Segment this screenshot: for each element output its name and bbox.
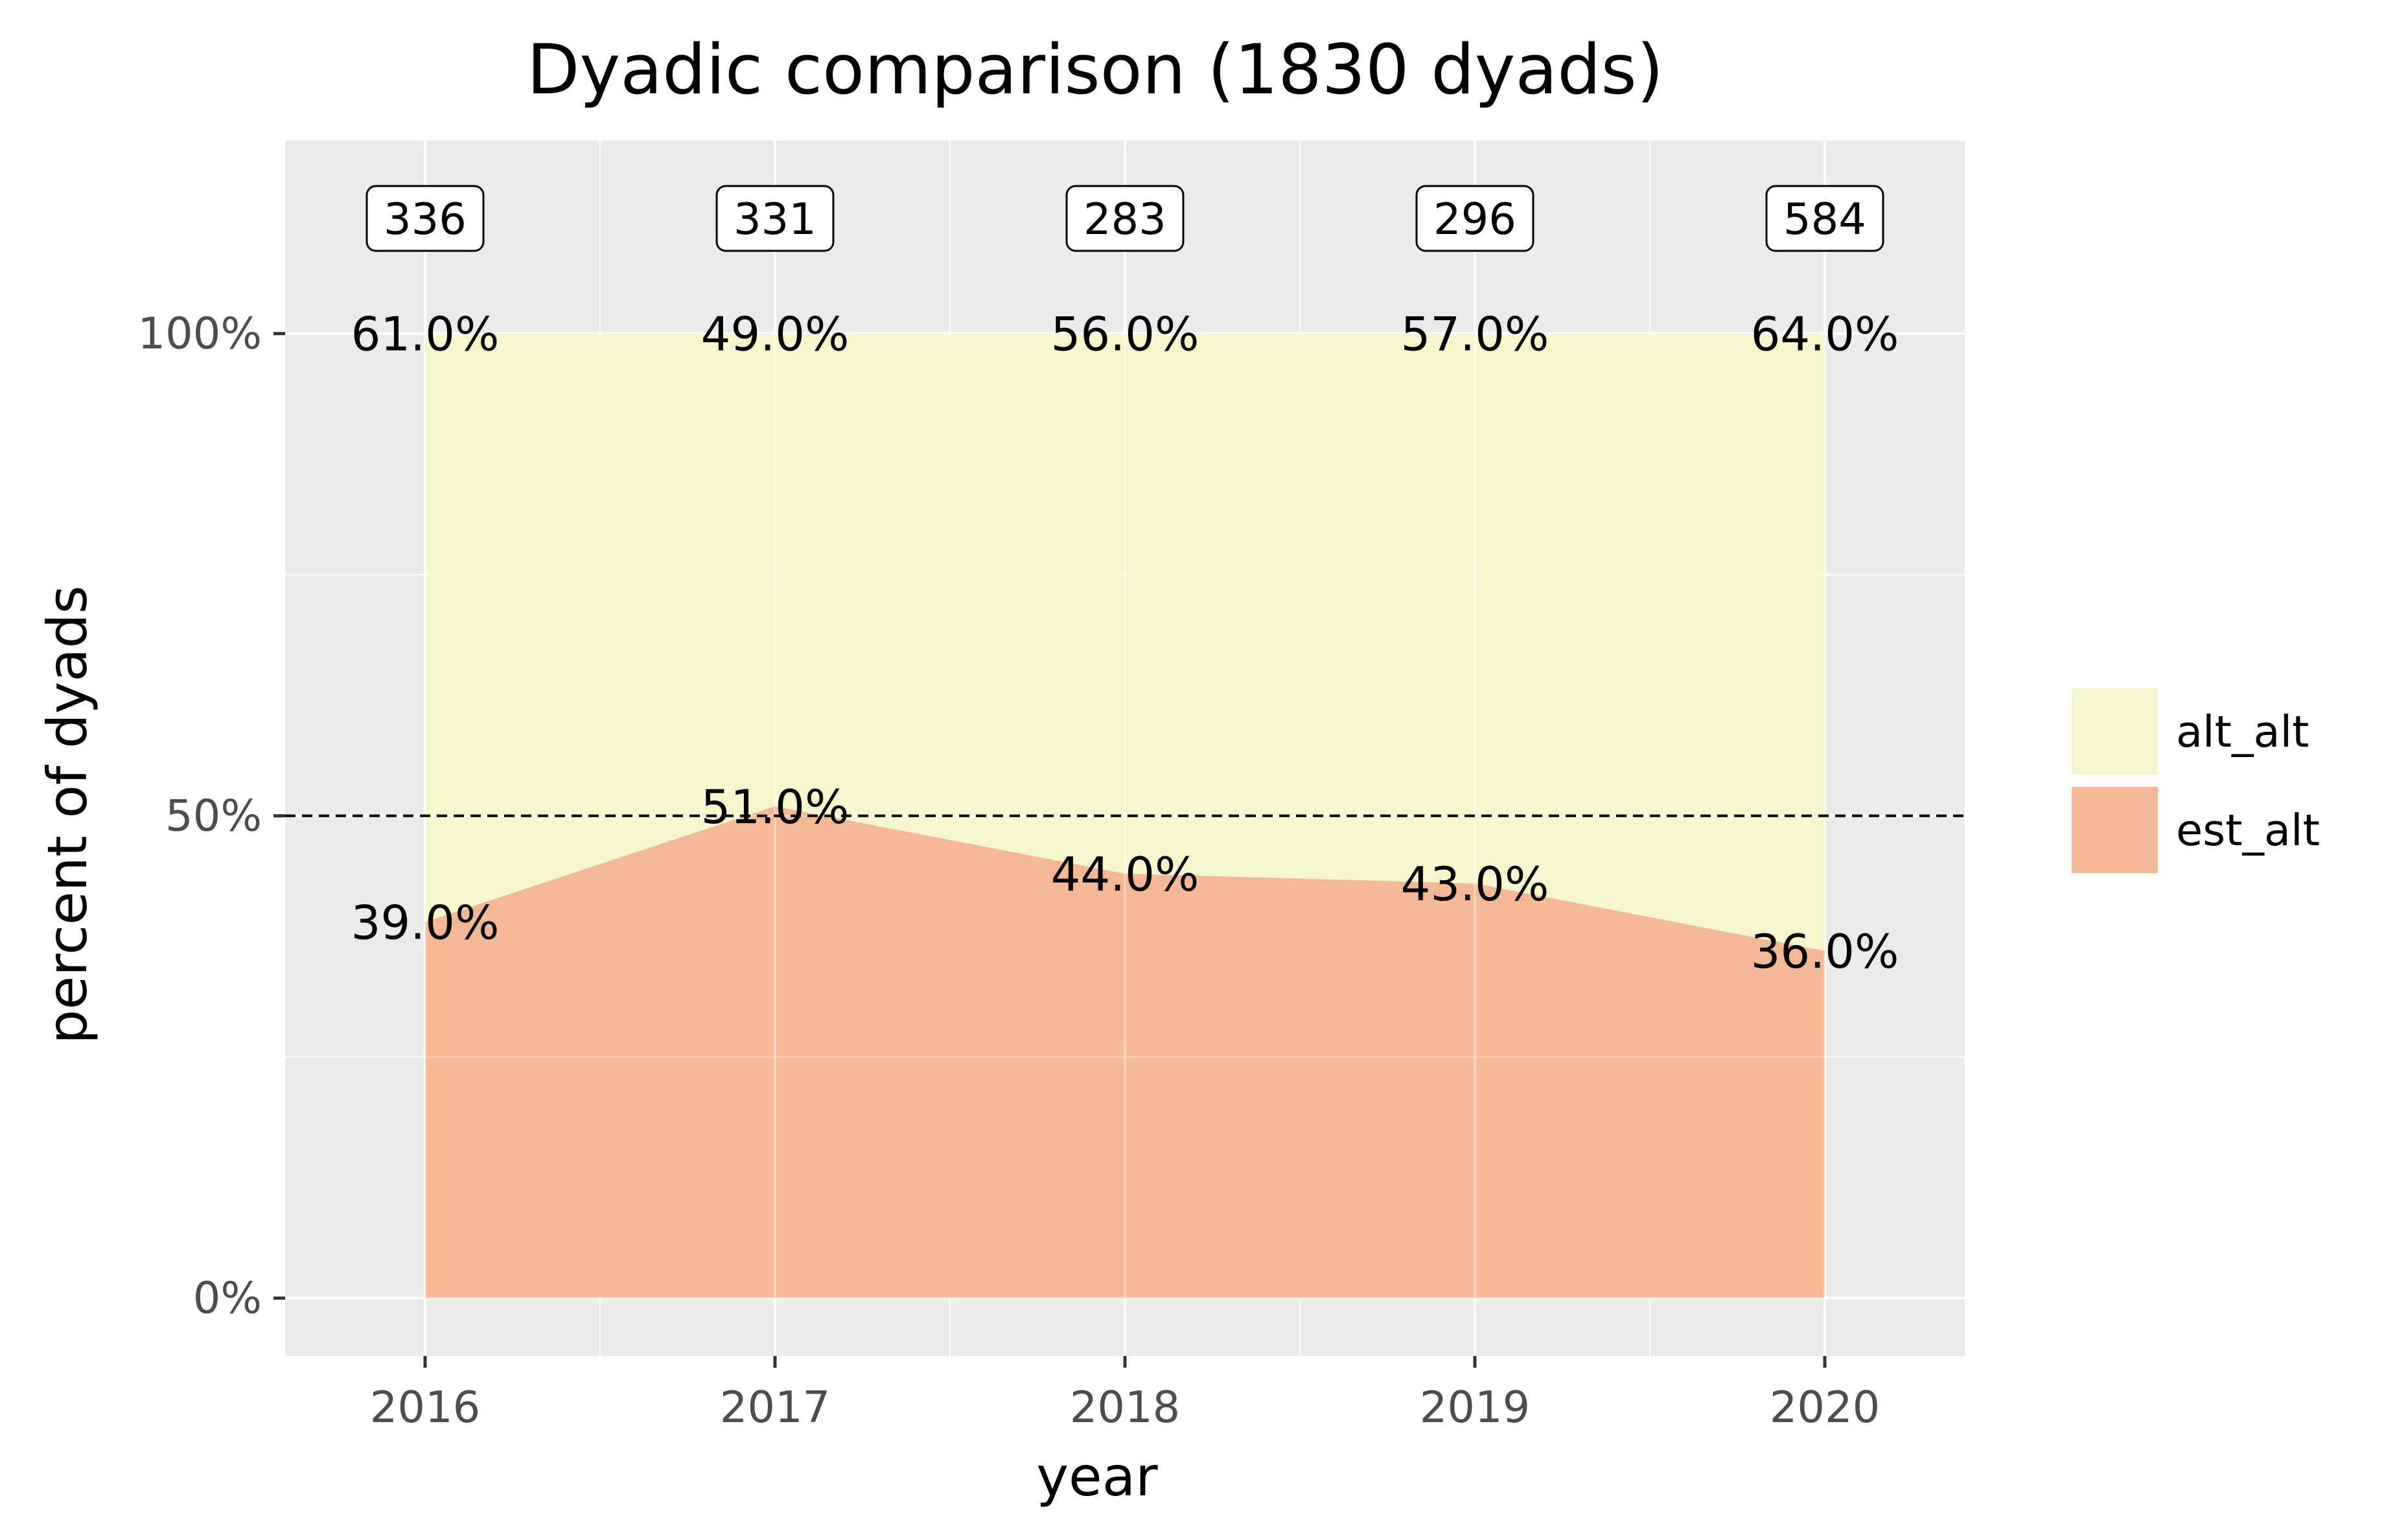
legend-swatch: [2072, 688, 2158, 775]
area-est-alt: [425, 806, 1825, 1298]
count-box: [1415, 185, 1534, 252]
count-labels: 336 331 283 296 584: [365, 185, 1884, 252]
y-tick-label: 100%: [137, 309, 262, 359]
area-series: [425, 333, 1825, 1298]
y-axis: 0% 50% 100%: [137, 309, 285, 1324]
chart-title: Dyadic comparison (1830 dyads): [527, 30, 1663, 110]
data-label-alt-alt: 57.0%: [1401, 307, 1549, 362]
count-label: 331: [734, 194, 816, 244]
data-label-alt-alt: 56.0%: [1051, 307, 1199, 362]
count-box: [715, 185, 835, 252]
x-tick-label: 2017: [720, 1382, 831, 1432]
count-label: 584: [1783, 194, 1866, 244]
legend-label: est_alt: [2176, 805, 2320, 856]
data-label-est-alt: 44.0%: [1051, 847, 1199, 902]
data-label-est-alt: 39.0%: [351, 895, 500, 950]
data-label-alt-alt: 61.0%: [351, 307, 500, 362]
data-label-alt-alt: 49.0%: [701, 307, 850, 362]
count-label: 296: [1433, 194, 1516, 244]
count-label: 336: [384, 194, 467, 244]
x-axis: 2016 2017 2018 2019 2020: [370, 1356, 1881, 1432]
legend-swatch: [2072, 787, 2158, 873]
legend-label: alt_alt: [2176, 707, 2309, 757]
x-tick-label: 2019: [1420, 1382, 1531, 1432]
count-box: [365, 185, 485, 252]
data-label-est-alt: 43.0%: [1401, 857, 1549, 911]
data-label-est-alt: 51.0%: [701, 780, 850, 834]
x-axis-title: year: [1036, 1445, 1158, 1508]
y-tick-label: 0%: [193, 1273, 262, 1324]
data-label-est-alt: 36.0%: [1751, 924, 1899, 979]
x-tick-label: 2016: [370, 1382, 481, 1432]
count-label: 283: [1083, 194, 1166, 244]
y-axis-title: percent of dyads: [36, 585, 99, 1044]
y-tick-label: 50%: [165, 791, 262, 841]
value-labels: 39.0% 51.0% 44.0% 43.0% 36.0% 61.0% 49.0% 56.0%…: [351, 307, 1899, 979]
x-tick-label: 2018: [1070, 1382, 1181, 1432]
count-box: [1065, 185, 1185, 252]
area-alt-alt: [425, 333, 1825, 951]
legend: alt_alt est_alt: [2072, 688, 2320, 873]
count-box: [1765, 185, 1884, 252]
data-label-alt-alt: 64.0%: [1751, 307, 1899, 362]
x-tick-label: 2020: [1770, 1382, 1881, 1432]
